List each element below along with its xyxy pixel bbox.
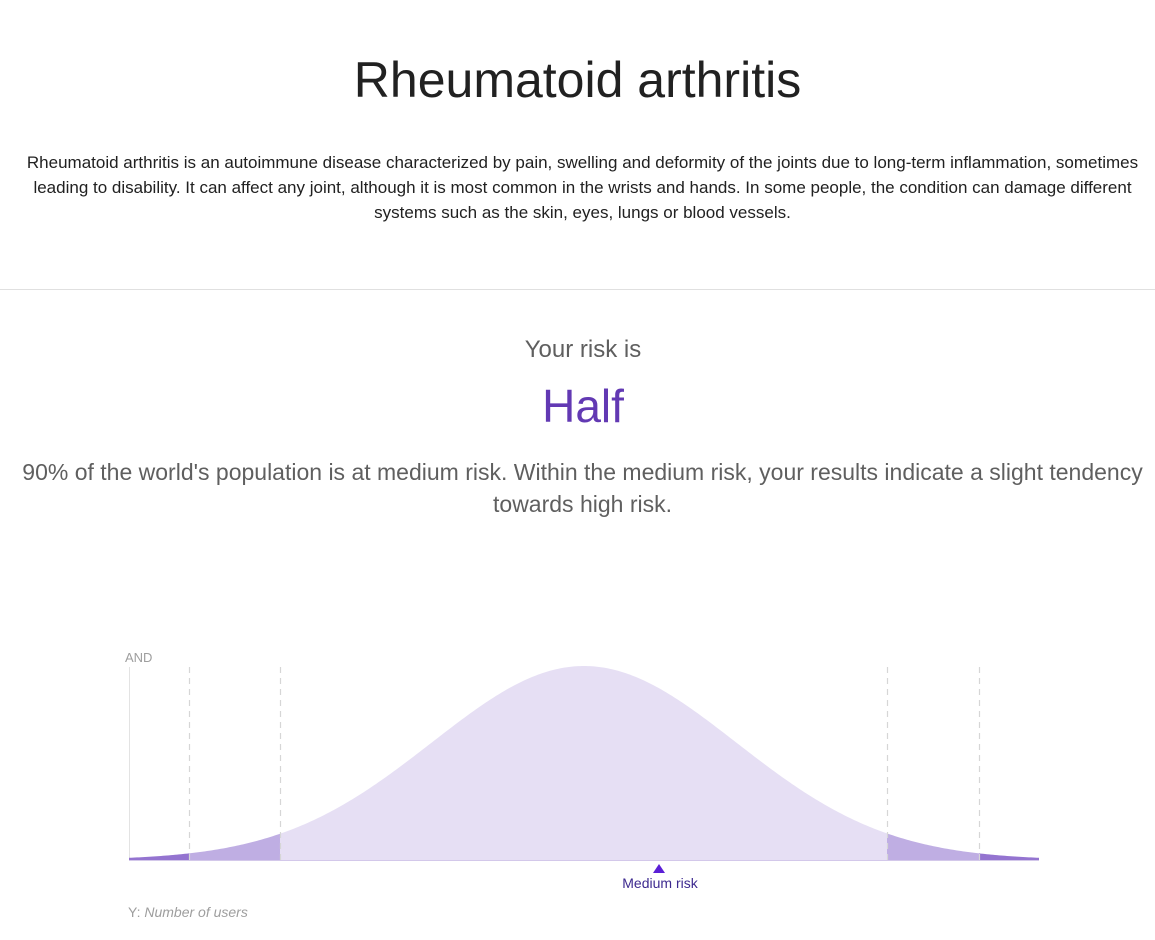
- page-title: Rheumatoid arthritis: [353, 52, 802, 108]
- bell-curve-right-mid-band: [887, 833, 979, 860]
- disease-description: Rheumatoid arthritis is an autoimmune di…: [26, 153, 1139, 222]
- bell-curve-right-outer-band: [979, 853, 1039, 860]
- user-position-marker-icon: [653, 864, 665, 873]
- section-divider: [0, 289, 1155, 290]
- risk-level: Half: [542, 380, 624, 432]
- bell-curve-left-mid-band: [189, 833, 280, 860]
- bell-curve-medium-band: [280, 666, 887, 860]
- marker-label: Medium risk: [622, 875, 698, 891]
- risk-summary: 90% of the world's population is at medi…: [22, 459, 1143, 517]
- y-axis-caption: Y: Number of users: [128, 904, 248, 920]
- risk-intro: Your risk is: [524, 336, 642, 363]
- y-axis-caption-name: Number of users: [144, 904, 248, 920]
- y-axis-caption-key: Y:: [128, 904, 141, 920]
- y-axis-top-label: AND: [125, 650, 153, 665]
- bell-curve-left-outer-band: [129, 853, 189, 860]
